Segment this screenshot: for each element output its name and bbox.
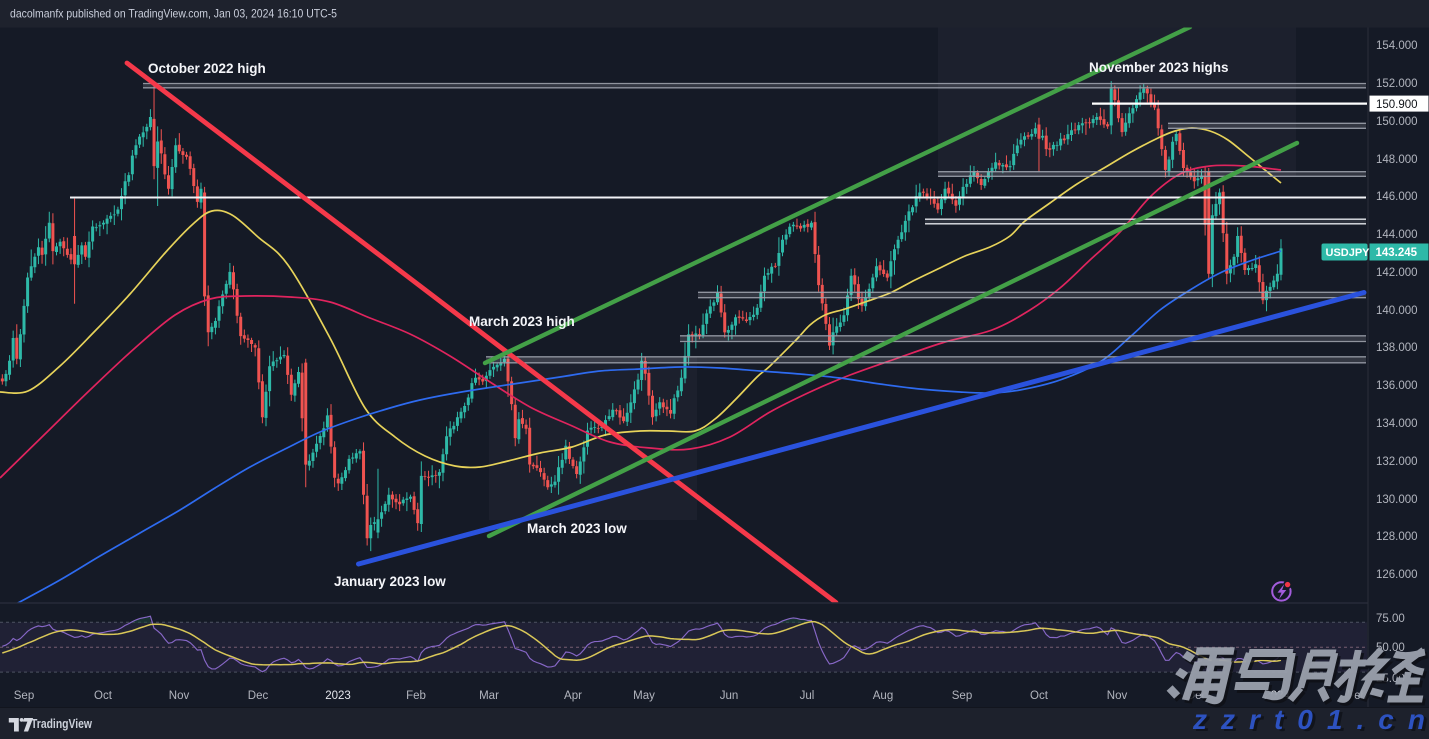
svg-text:130.000: 130.000	[1376, 494, 1418, 506]
svg-text:136.000: 136.000	[1376, 380, 1418, 392]
svg-text:148.000: 148.000	[1376, 154, 1418, 166]
svg-text:Sep: Sep	[14, 690, 34, 702]
svg-text:Apr: Apr	[564, 690, 582, 702]
svg-text:Sep: Sep	[952, 690, 972, 702]
svg-text:Feb: Feb	[406, 690, 426, 702]
svg-text:March 2023 high: March 2023 high	[469, 314, 575, 329]
svg-text:Oct: Oct	[94, 690, 113, 702]
svg-text:142.000: 142.000	[1376, 267, 1418, 279]
svg-text:144.000: 144.000	[1376, 229, 1418, 241]
svg-text:128.000: 128.000	[1376, 531, 1418, 543]
svg-text:138.000: 138.000	[1376, 342, 1418, 354]
svg-text:134.000: 134.000	[1376, 418, 1418, 430]
svg-text:132.000: 132.000	[1376, 456, 1418, 468]
svg-text:TradingView: TradingView	[31, 717, 92, 731]
svg-text:140.000: 140.000	[1376, 305, 1418, 317]
svg-text:Nov: Nov	[1107, 690, 1128, 702]
svg-text:Mar: Mar	[479, 690, 499, 702]
svg-text:May: May	[633, 690, 655, 702]
svg-text:November 2023 highs: November 2023 highs	[1089, 60, 1229, 75]
svg-text:Nov: Nov	[169, 690, 190, 702]
svg-text:146.000: 146.000	[1376, 191, 1418, 203]
svg-text:dacolmanfx published on Tradin: dacolmanfx published on TradingView.com,…	[10, 7, 337, 21]
svg-text:Aug: Aug	[873, 690, 893, 702]
svg-text:Oct: Oct	[1030, 690, 1049, 702]
svg-text:USDJPY: USDJPY	[1326, 247, 1371, 259]
svg-text:October 2022 high: October 2022 high	[148, 61, 266, 76]
svg-text:January 2023 low: January 2023 low	[334, 574, 446, 589]
svg-text:126.000: 126.000	[1376, 569, 1418, 581]
svg-text:150.900: 150.900	[1376, 99, 1418, 111]
svg-text:150.000: 150.000	[1376, 116, 1418, 128]
svg-text:March 2023 low: March 2023 low	[527, 521, 627, 536]
svg-text:75.00: 75.00	[1376, 613, 1405, 625]
svg-text:143.245: 143.245	[1376, 247, 1418, 259]
svg-text:zzrt01.cn: zzrt01.cn	[1192, 704, 1425, 735]
svg-text:zzrt01.cn: zzrt01.cn	[1195, 706, 1428, 737]
svg-text:152.000: 152.000	[1376, 78, 1418, 90]
svg-text:2023: 2023	[325, 690, 351, 702]
svg-text:154.000: 154.000	[1376, 40, 1418, 52]
svg-text:Jun: Jun	[720, 690, 739, 702]
svg-text:Jul: Jul	[800, 690, 815, 702]
svg-text:Dec: Dec	[248, 690, 269, 702]
